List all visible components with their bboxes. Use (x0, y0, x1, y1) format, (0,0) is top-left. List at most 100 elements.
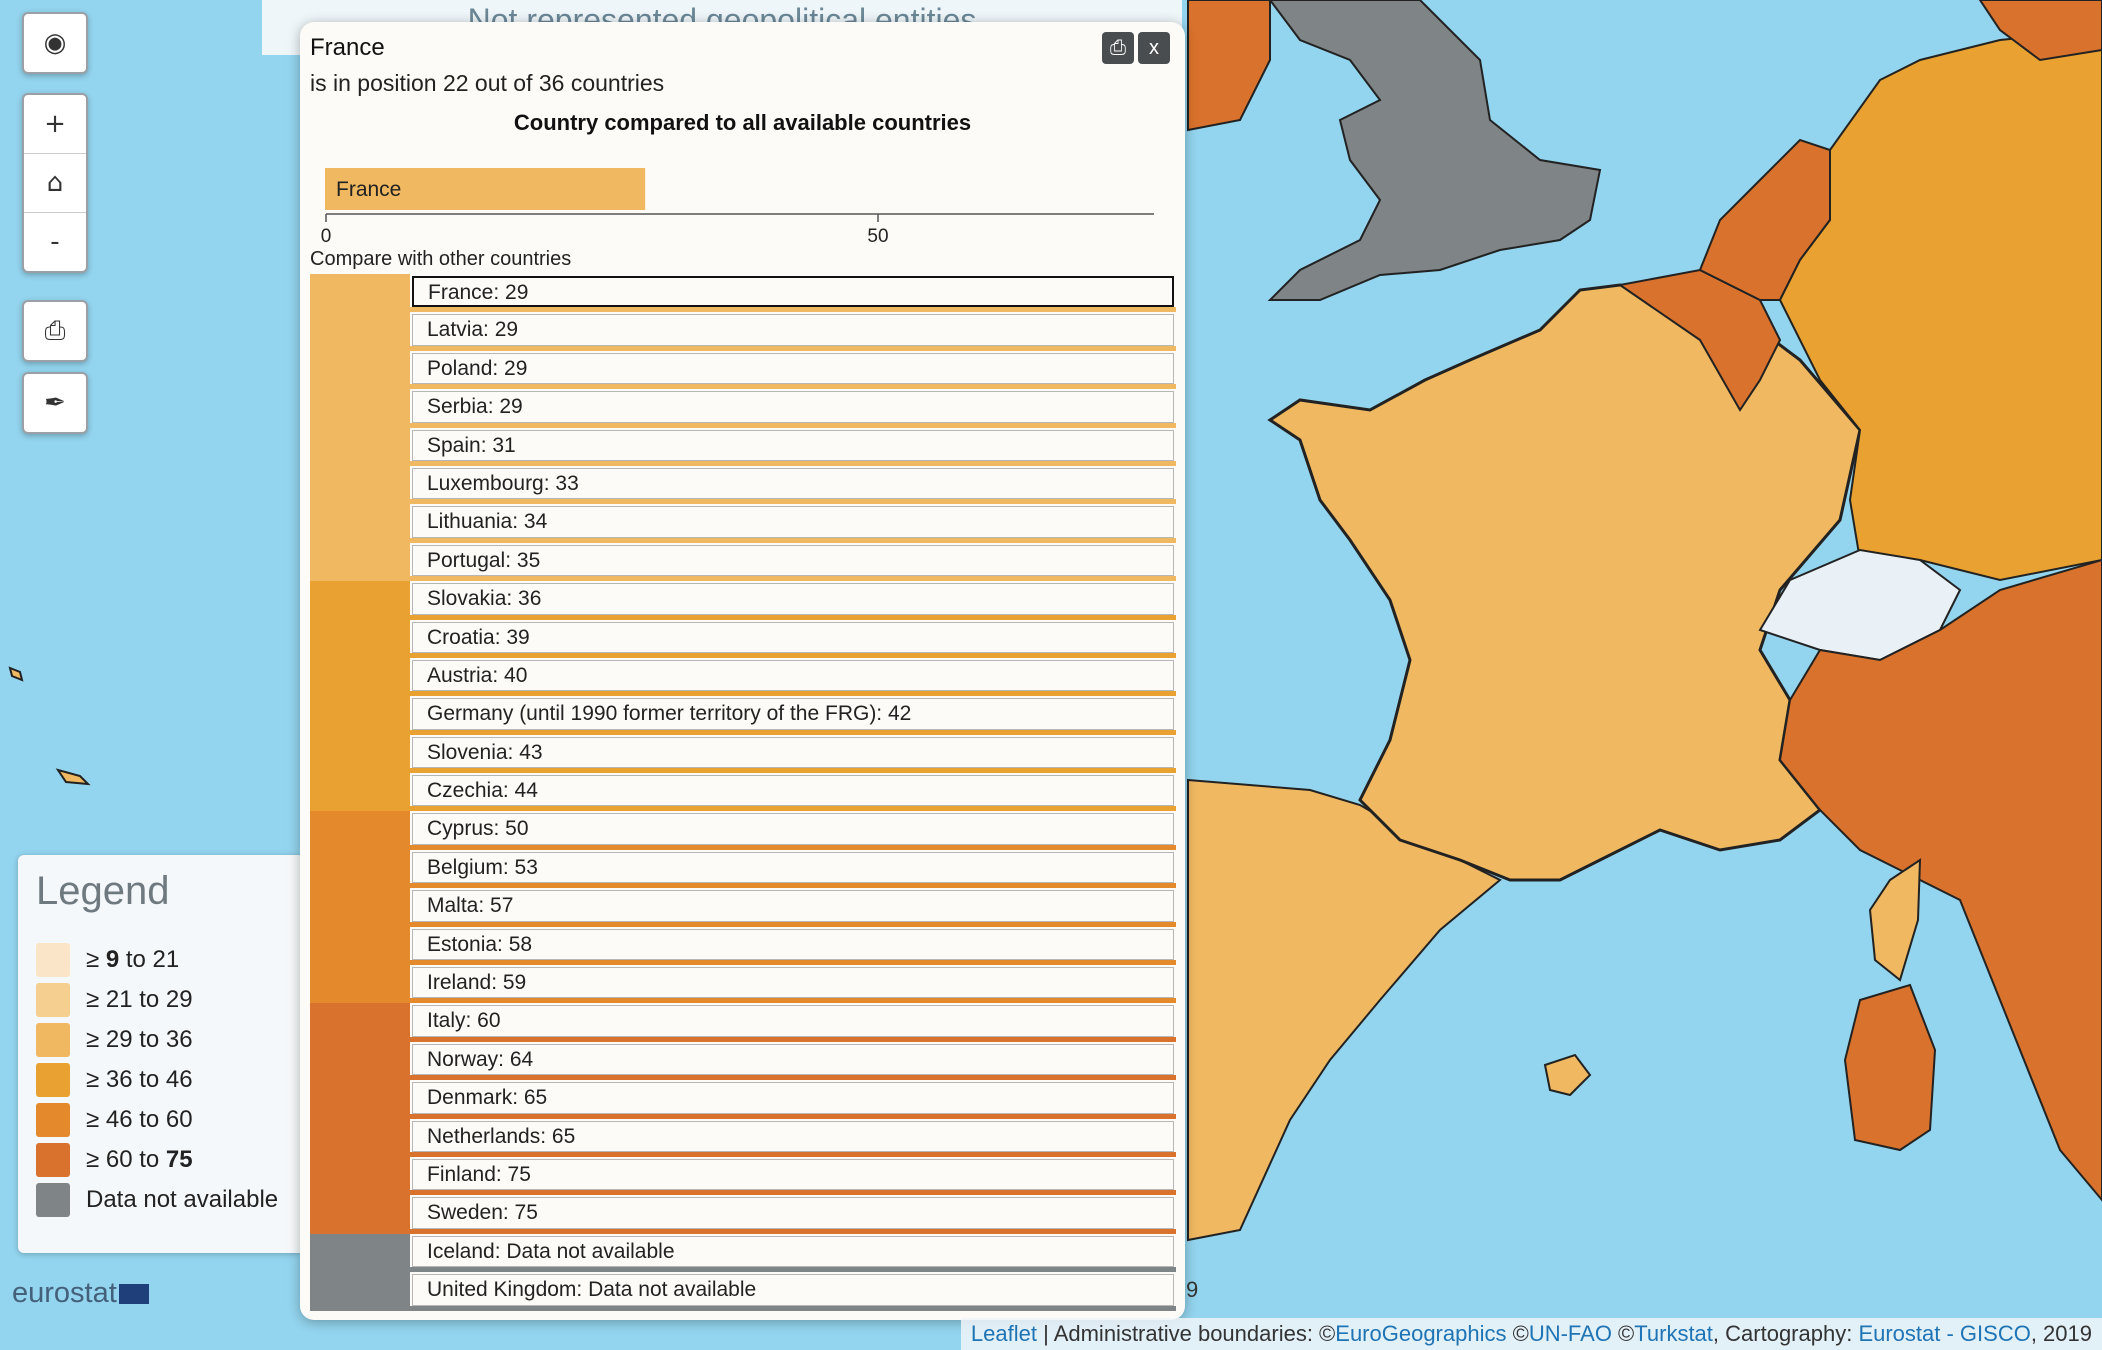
country-row[interactable]: France: 29 (310, 274, 1178, 313)
country-row[interactable]: Estonia: 58 (310, 926, 1178, 966)
country-bar[interactable]: Belgium: 53 (410, 850, 1176, 889)
country-label[interactable]: United Kingdom: Data not available (412, 1274, 1174, 1306)
country-label[interactable]: Slovakia: 36 (412, 583, 1174, 615)
eurostat-logo[interactable]: eurostat (12, 1277, 149, 1310)
country-row[interactable]: Denmark: 65 (310, 1080, 1178, 1119)
country-label[interactable]: Latvia: 29 (412, 314, 1174, 346)
country-label[interactable]: Belgium: 53 (412, 851, 1174, 884)
country-bar[interactable]: Czechia: 44 (410, 773, 1176, 812)
country-label[interactable]: Luxembourg: 33 (412, 467, 1174, 500)
country-bar[interactable]: Norway: 64 (410, 1042, 1176, 1081)
country-label[interactable]: Germany (until 1990 former territory of … (412, 698, 1174, 730)
country-bar[interactable]: Poland: 29 (410, 351, 1176, 390)
print-icon[interactable]: ⎙ (44, 315, 66, 346)
country-bar[interactable]: Spain: 31 (410, 428, 1176, 466)
eurostat-gisco-link[interactable]: Eurostat - GISCO (1858, 1321, 2031, 1346)
country-row[interactable]: Sweden: 75 (310, 1195, 1178, 1234)
country-bar[interactable]: Estonia: 58 (410, 927, 1176, 966)
country-bar[interactable]: Malta: 57 (410, 888, 1176, 927)
country-label[interactable]: Serbia: 29 (412, 391, 1174, 423)
country-bar[interactable]: Italy: 60 (410, 1003, 1176, 1042)
country-bar[interactable]: Luxembourg: 33 (410, 466, 1176, 505)
country-row[interactable]: Lithuania: 34 (310, 504, 1178, 543)
print-icon[interactable]: ⎙ (1102, 32, 1134, 64)
turkstat-link[interactable]: Turkstat (1634, 1321, 1713, 1346)
region-spain[interactable] (1187, 778, 1502, 1242)
country-bar[interactable]: Serbia: 29 (410, 389, 1176, 428)
country-bar[interactable]: Sweden: 75 (410, 1195, 1176, 1234)
country-row[interactable]: Iceland: Data not available (310, 1233, 1178, 1273)
country-row[interactable]: Italy: 60 (310, 1003, 1178, 1042)
country-row[interactable]: Portugal: 35 (310, 542, 1178, 582)
country-label[interactable]: Croatia: 39 (412, 621, 1174, 653)
country-label[interactable]: Finland: 75 (412, 1158, 1174, 1191)
country-bar[interactable]: Slovakia: 36 (410, 581, 1176, 620)
country-label[interactable]: Italy: 60 (412, 1005, 1174, 1037)
country-row[interactable]: Cyprus: 50 (310, 811, 1178, 850)
country-row[interactable]: Croatia: 39 (310, 619, 1178, 658)
country-bar[interactable]: Croatia: 39 (410, 620, 1176, 658)
country-bar[interactable]: Portugal: 35 (410, 543, 1176, 582)
country-bar[interactable]: Germany (until 1990 former territory of … (410, 696, 1176, 735)
eurogeographics-link[interactable]: EuroGeographics (1335, 1321, 1507, 1346)
country-label[interactable]: Estonia: 58 (412, 928, 1174, 961)
country-bar[interactable]: Lithuania: 34 (410, 504, 1176, 543)
zoom-out-button[interactable]: - (50, 227, 60, 257)
country-bar[interactable]: Ireland: 59 (410, 965, 1176, 1004)
country-label[interactable]: Czechia: 44 (412, 775, 1174, 807)
globe-control[interactable]: ◉ (22, 12, 88, 74)
country-row[interactable]: Finland: 75 (310, 1156, 1178, 1196)
country-row[interactable]: Slovenia: 43 (310, 734, 1178, 774)
country-bar[interactable]: Finland: 75 (410, 1157, 1176, 1196)
country-row[interactable]: Spain: 31 (310, 427, 1178, 466)
country-label[interactable]: Cyprus: 50 (412, 813, 1174, 845)
country-label[interactable]: Lithuania: 34 (412, 506, 1174, 538)
region-balearics[interactable] (1543, 1053, 1592, 1097)
country-label[interactable]: Denmark: 65 (412, 1082, 1174, 1114)
country-row[interactable]: Norway: 64 (310, 1041, 1178, 1081)
home-icon[interactable]: ⌂ (24, 154, 86, 213)
country-label[interactable]: Iceland: Data not available (412, 1235, 1174, 1268)
country-label[interactable]: Norway: 64 (412, 1043, 1174, 1076)
country-label[interactable]: Malta: 57 (412, 890, 1174, 922)
country-bar[interactable]: Cyprus: 50 (410, 811, 1176, 850)
country-row[interactable]: Slovakia: 36 (310, 581, 1178, 620)
zoom-in-button[interactable]: + (24, 95, 86, 154)
country-row[interactable]: Serbia: 29 (310, 389, 1178, 428)
country-row[interactable]: Czechia: 44 (310, 773, 1178, 812)
region-sardinia[interactable] (1843, 983, 1937, 1152)
country-label[interactable]: Ireland: 59 (412, 967, 1174, 999)
brush-icon[interactable]: ✒ (44, 388, 66, 418)
unfao-link[interactable]: UN-FAO (1528, 1321, 1612, 1346)
country-row[interactable]: United Kingdom: Data not available (310, 1272, 1178, 1311)
country-label[interactable]: Poland: 29 (412, 352, 1174, 385)
country-row[interactable]: Ireland: 59 (310, 965, 1178, 1004)
region-uk[interactable] (1267, 0, 1602, 301)
country-label[interactable]: Austria: 40 (412, 659, 1174, 692)
region-italy[interactable] (1778, 558, 2102, 1202)
region-norway[interactable] (1187, 0, 1271, 132)
globe-icon[interactable]: ◉ (43, 28, 67, 58)
country-bar[interactable]: France: 29 (410, 274, 1176, 313)
country-row[interactable]: Luxembourg: 33 (310, 465, 1178, 505)
country-bar[interactable]: Latvia: 29 (410, 312, 1176, 351)
region-corsica[interactable] (1868, 858, 1922, 982)
country-row[interactable]: Netherlands: 65 (310, 1118, 1178, 1157)
country-label[interactable]: Slovenia: 43 (412, 736, 1174, 769)
country-row[interactable]: Latvia: 29 (310, 312, 1178, 351)
style-control[interactable]: ✒ (22, 372, 88, 434)
country-bar[interactable]: Netherlands: 65 (410, 1119, 1176, 1157)
country-bar[interactable]: Denmark: 65 (410, 1080, 1176, 1119)
country-label[interactable]: France: 29 (412, 276, 1174, 308)
region-denmark[interactable] (1978, 0, 2102, 62)
region-germany[interactable] (1778, 28, 2102, 582)
close-button[interactable]: x (1138, 32, 1170, 64)
country-row[interactable]: Malta: 57 (310, 888, 1178, 927)
country-label[interactable]: Netherlands: 65 (412, 1120, 1174, 1152)
country-bar[interactable]: United Kingdom: Data not available (410, 1272, 1176, 1311)
leaflet-link[interactable]: Leaflet (970, 1321, 1037, 1346)
country-row[interactable]: Austria: 40 (310, 657, 1178, 697)
country-label[interactable]: Portugal: 35 (412, 544, 1174, 577)
country-row[interactable]: Belgium: 53 (310, 849, 1178, 889)
country-bar[interactable]: Iceland: Data not available (410, 1234, 1176, 1273)
